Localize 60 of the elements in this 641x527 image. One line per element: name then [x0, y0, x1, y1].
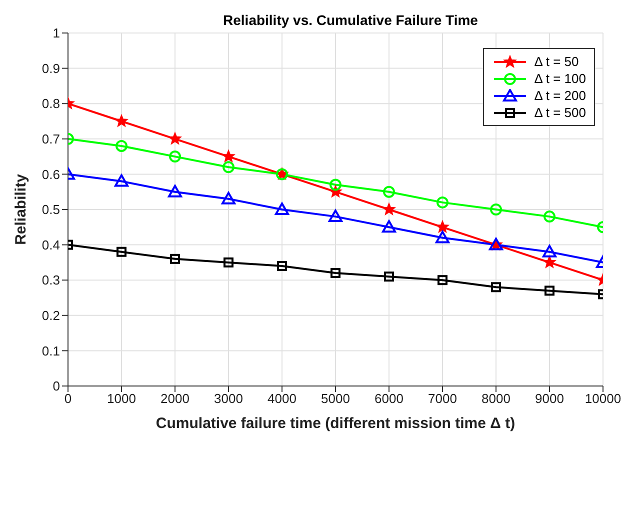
legend-label: Δ t = 500 [534, 104, 586, 121]
point [491, 282, 501, 292]
y-tick-label: 0.1 [42, 343, 60, 358]
y-tick-label: 0 [52, 378, 60, 394]
legend-label: Δ t = 100 [534, 70, 586, 87]
x-tick-label: 8000 [482, 391, 510, 406]
y-tick-label: 0.9 [42, 60, 60, 76]
point [544, 210, 556, 223]
point [116, 140, 128, 152]
point [168, 184, 182, 198]
x-tick-label: 9000 [535, 391, 564, 406]
legend-label: Δ t = 200 [534, 87, 586, 104]
point [222, 150, 235, 162]
point [436, 196, 448, 208]
point [116, 246, 126, 257]
x-tick-label: 5000 [321, 391, 350, 406]
y-tick-label: 0.2 [42, 308, 60, 324]
x-tick-label: 3000 [214, 391, 243, 406]
point [168, 132, 182, 144]
point [275, 202, 289, 215]
chart-title: Reliability vs. Cumulative Failure Time [222, 12, 479, 28]
y-tick-label: 0.8 [42, 96, 60, 112]
x-tick-label: 7000 [428, 391, 457, 406]
x-tick-label: 4000 [268, 391, 296, 406]
point [382, 220, 396, 233]
x-tick-label: 2000 [160, 391, 190, 406]
y-axis-title: Reliability [12, 173, 30, 245]
point [436, 230, 450, 244]
point [169, 150, 181, 163]
y-tick-label: 0.6 [42, 166, 60, 182]
point [330, 178, 342, 191]
x-tick-label: 0 [64, 391, 72, 406]
y-tick-label: 0.5 [42, 202, 60, 218]
point [222, 192, 236, 204]
point [224, 257, 234, 268]
y-tick-label: 0.3 [42, 272, 60, 288]
point [114, 174, 128, 187]
x-tick-label: 10000 [584, 391, 622, 406]
x-tick-label: 6000 [374, 391, 404, 406]
x-axis-title: Cumulative failure time (different mission time Δ t) [156, 415, 516, 432]
point [383, 186, 395, 198]
point [544, 286, 554, 296]
point [115, 114, 128, 127]
point [330, 268, 340, 278]
point [543, 256, 556, 268]
legend-label: Δ t = 50 [534, 53, 579, 70]
point [438, 275, 448, 286]
point [170, 254, 180, 264]
point [277, 260, 287, 271]
x-tick-label: 1000 [107, 391, 136, 406]
y-tick-label: 0.4 [42, 237, 60, 252]
point [542, 244, 556, 258]
point [436, 220, 449, 233]
point [490, 204, 502, 216]
y-tick-label: 1 [52, 26, 60, 41]
point [222, 161, 234, 174]
point [328, 210, 342, 222]
point [382, 203, 396, 215]
y-tick-label: 0.7 [42, 132, 60, 147]
point [384, 272, 394, 282]
